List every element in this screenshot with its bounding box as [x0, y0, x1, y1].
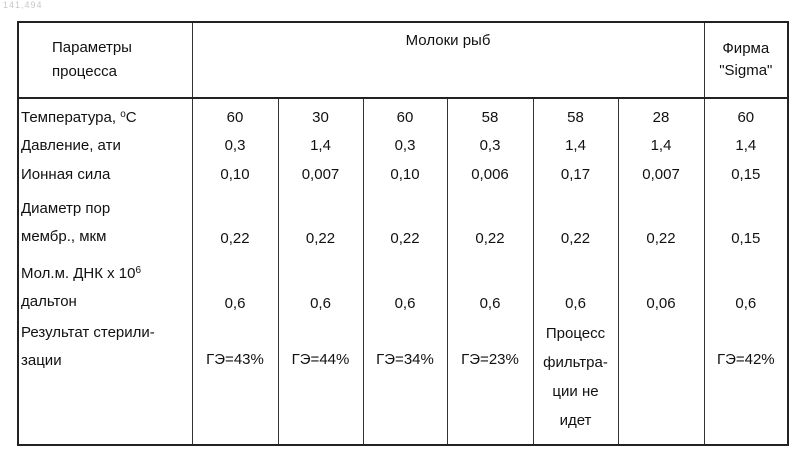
- table-cell: 30: [278, 98, 363, 131]
- table-cell: 1,4: [704, 131, 788, 160]
- table-cell: 0,15: [704, 189, 788, 254]
- table-cell: ГЭ=23%: [447, 319, 533, 445]
- parameters-table: Параметры процесса Молоки рыб Фирма "Sig…: [17, 21, 789, 446]
- header-parameters: Параметры процесса: [18, 22, 192, 98]
- table-cell: 0,6: [704, 254, 788, 319]
- table-cell: ГЭ=44%: [278, 319, 363, 445]
- page-id: 141,494: [3, 0, 43, 10]
- row-sterilization-result: Результат стерили-зации ГЭ=43% ГЭ=44% ГЭ…: [18, 319, 788, 445]
- header-parameters-line1: Параметры: [52, 39, 132, 56]
- table-cell: 58: [533, 98, 618, 131]
- table-cell: 0,15: [704, 160, 788, 189]
- table-cell: 60: [363, 98, 447, 131]
- exponent: 6: [136, 265, 142, 276]
- table-cell: ГЭ=42%: [704, 319, 788, 445]
- table-cell: 0,22: [192, 189, 278, 254]
- table-cell: 60: [192, 98, 278, 131]
- table-cell: 58: [447, 98, 533, 131]
- table-cell: 0,3: [363, 131, 447, 160]
- table-cell: 0,3: [192, 131, 278, 160]
- table-cell: 0,22: [618, 189, 704, 254]
- row-label: Ионная сила: [18, 160, 192, 189]
- row-label: Давление, ати: [18, 131, 192, 160]
- table-cell: 0,007: [278, 160, 363, 189]
- table-cell: ГЭ=43%: [192, 319, 278, 445]
- table-cell: 0,006: [447, 160, 533, 189]
- table-cell: 0,22: [278, 189, 363, 254]
- row-temperature: Температура, oC 60 30 60 58 58 28 60: [18, 98, 788, 131]
- table-cell: 0,17: [533, 160, 618, 189]
- header-sigma: Фирма "Sigma": [704, 22, 788, 98]
- row-label: Мол.м. ДНК x 106дальтон: [18, 254, 192, 319]
- table-cell: 60: [704, 98, 788, 131]
- table-cell: [618, 319, 704, 445]
- table-cell: 0,6: [363, 254, 447, 319]
- table-cell: 0,3: [447, 131, 533, 160]
- row-pressure: Давление, ати 0,3 1,4 0,3 0,3 1,4 1,4 1,…: [18, 131, 788, 160]
- row-label: Результат стерили-зации: [18, 319, 192, 445]
- table-cell: 0,007: [618, 160, 704, 189]
- table-cell: 0,22: [363, 189, 447, 254]
- table-cell: 0,22: [533, 189, 618, 254]
- header-row: Параметры процесса Молоки рыб Фирма "Sig…: [18, 22, 788, 98]
- table-cell: 0,22: [447, 189, 533, 254]
- table-cell: 28: [618, 98, 704, 131]
- table-cell: 0,6: [447, 254, 533, 319]
- table-cell: 0,6: [192, 254, 278, 319]
- header-sigma-line1: Фирма: [722, 40, 769, 57]
- table-cell: ГЭ=34%: [363, 319, 447, 445]
- table-cell: 0,06: [618, 254, 704, 319]
- filtration-note: Процесс фильтра- ции не идет: [533, 319, 618, 445]
- table-cell: 1,4: [618, 131, 704, 160]
- row-dna-mass: Мол.м. ДНК x 106дальтон 0,6 0,6 0,6 0,6 …: [18, 254, 788, 319]
- table-cell: 0,10: [363, 160, 447, 189]
- header-fish-milt: Молоки рыб: [192, 22, 704, 98]
- table-cell: 0,10: [192, 160, 278, 189]
- table-cell: 0,6: [533, 254, 618, 319]
- header-parameters-line2: процесса: [52, 63, 117, 80]
- table-cell: 0,6: [278, 254, 363, 319]
- row-label: Температура, oC: [18, 98, 192, 131]
- row-ionic-strength: Ионная сила 0,10 0,007 0,10 0,006 0,17 0…: [18, 160, 788, 189]
- table-cell: 1,4: [533, 131, 618, 160]
- row-label: Диаметр пормембр., мкм: [18, 189, 192, 254]
- table-cell: 1,4: [278, 131, 363, 160]
- row-pore-diameter: Диаметр пормембр., мкм 0,22 0,22 0,22 0,…: [18, 189, 788, 254]
- header-sigma-line2: "Sigma": [719, 62, 772, 79]
